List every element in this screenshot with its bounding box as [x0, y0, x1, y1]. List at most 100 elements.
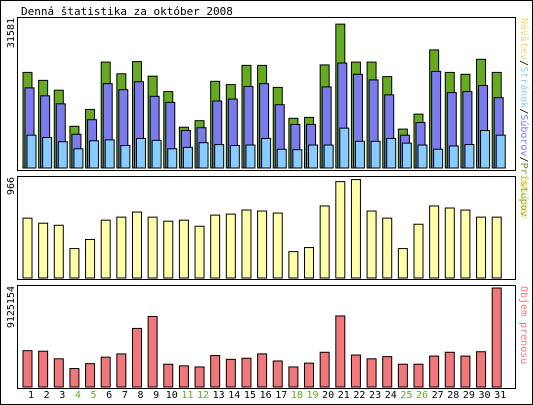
day-label: 31 [494, 390, 506, 401]
kbytes-bar [163, 363, 174, 388]
kbytes-bar [147, 315, 158, 388]
pages-bar [464, 144, 475, 169]
day-label: 11 [181, 390, 193, 401]
kbytes-bar [476, 351, 487, 388]
kbytes-bar [304, 362, 315, 388]
kbytes-bar [241, 357, 252, 388]
pages-bar [120, 145, 131, 169]
kbytes-bar [288, 366, 299, 388]
pages-bar [292, 149, 303, 169]
pages-bar [323, 144, 334, 169]
kbytes-bar [382, 356, 393, 388]
visits-bar [100, 219, 111, 279]
pages-bar [135, 137, 146, 169]
pages-bar [354, 140, 365, 169]
visits-bar [304, 247, 315, 279]
legend-top-visits: Návštev [518, 18, 530, 60]
pages-bar [73, 148, 84, 169]
kbytes-bar [178, 365, 189, 388]
day-label: 5 [91, 390, 97, 401]
day-label: 7 [122, 390, 128, 401]
day-label: 26 [416, 390, 428, 401]
kbytes-bar [257, 353, 268, 388]
day-label: 27 [432, 390, 444, 401]
pages-bar [229, 145, 240, 169]
day-label: 21 [338, 390, 350, 401]
day-label: 12 [197, 390, 209, 401]
day-label: 29 [463, 390, 475, 401]
day-label: 3 [59, 390, 65, 401]
day-label: 10 [166, 390, 178, 401]
day-label: 9 [153, 390, 159, 401]
visits-bar [210, 214, 221, 279]
day-label: 6 [106, 390, 112, 401]
visits-bar [69, 248, 80, 279]
visits-bar [178, 219, 189, 279]
pages-bar [495, 134, 506, 169]
pages-bar [433, 148, 444, 169]
kbytes-bar [413, 363, 424, 388]
kbytes-bar [131, 327, 142, 388]
day-label: 20 [322, 390, 334, 401]
pages-bar [370, 140, 381, 169]
y-max-label-bottom: 9125154 [6, 286, 17, 328]
pages-bar [42, 137, 53, 169]
visits-bar [38, 222, 49, 279]
kbytes-bar [225, 358, 236, 388]
pages-bar [57, 141, 68, 169]
kbytes-bar [319, 351, 330, 388]
chart-title: Denná štatistika za október 2008 [21, 5, 233, 18]
pages-bar [182, 146, 193, 169]
day-label: 23 [369, 390, 381, 401]
day-label: 15 [244, 390, 256, 401]
visits-bar [272, 212, 283, 279]
visits-bar [288, 251, 299, 279]
day-label: 28 [447, 390, 459, 401]
kbytes-bar [116, 353, 127, 388]
pages-bar [401, 142, 412, 169]
day-label: 4 [75, 390, 81, 401]
pages-bar [214, 144, 225, 169]
y-max-label-middle: 966 [6, 177, 17, 195]
kbytes-bar [335, 315, 346, 388]
day-label: 16 [260, 390, 272, 401]
pages-bar [417, 144, 428, 169]
visits-bar [444, 207, 455, 279]
visits-bar [350, 179, 361, 279]
kbytes-bar [22, 350, 33, 388]
day-label: 14 [228, 390, 240, 401]
visits-bar [116, 216, 127, 279]
kbytes-bar [350, 354, 361, 388]
visits-bar [429, 205, 440, 279]
day-label: 8 [137, 390, 143, 401]
kbytes-bar [194, 366, 205, 388]
visits-bar [319, 205, 330, 279]
legend-top-files: Súborov [518, 114, 530, 156]
day-label: 24 [385, 390, 397, 401]
pages-bar [167, 148, 178, 169]
pages-bar [89, 140, 100, 169]
visits-bar [382, 217, 393, 279]
kbytes-bar [491, 287, 502, 388]
pages-bar [276, 148, 287, 169]
legend-bottom: Objem prenosu [518, 286, 529, 364]
legend-top-sep1: / [518, 60, 529, 66]
legend-middle: Návštev [518, 177, 530, 219]
pages-bar [480, 130, 491, 169]
legend-top-hits: Prístupov [518, 163, 530, 217]
pages-bar [245, 144, 256, 169]
legend-top-sep2: / [518, 108, 529, 114]
visits-bar [194, 225, 205, 279]
day-label: 2 [44, 390, 50, 401]
legend-top-pages: Stránok [518, 66, 530, 108]
day-labels: 1 2 3 4 5 6 7 8 9 10 11 12 13 14 15 16 17 18 19 20 21 22 23 24 2… [28, 390, 506, 401]
kbytes-bar [460, 355, 471, 388]
pages-bar [261, 137, 272, 169]
y-max-label-top: 31581 [6, 18, 17, 48]
legend-top: Návštev/Stránok/Súborov/Prístupov [518, 18, 530, 217]
pages-bar [151, 139, 162, 169]
visits-bar [85, 238, 96, 279]
visits-bar [147, 216, 158, 279]
